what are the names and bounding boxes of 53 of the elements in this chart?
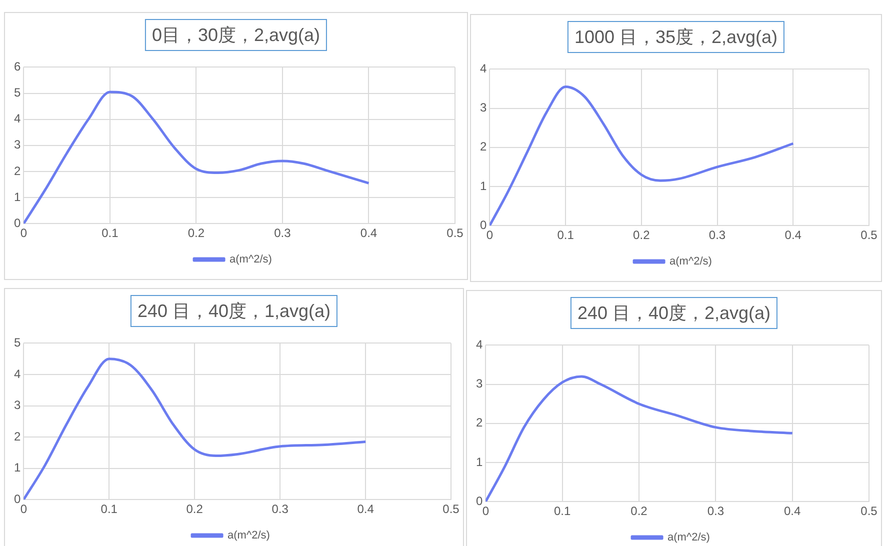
y-tick-label: 5 [14,336,21,350]
y-tick-label: 0 [14,216,21,230]
y-tick-label: 4 [14,366,21,381]
chart-title: 0目，30度，2,avg(a) [144,19,328,51]
y-tick-label: 2 [14,164,21,178]
y-tick-label: 5 [14,86,21,100]
chart-title: 1000 目，35度，2,avg(a) [567,21,785,53]
x-tick-label: 0.1 [102,226,119,240]
x-tick-label: 0.1 [100,502,118,516]
y-tick-label: 2 [14,429,21,444]
y-tick-label: 4 [480,62,487,76]
legend-label: a(m^2/s) [230,254,272,266]
y-tick-label: 2 [476,416,483,430]
y-tick-label: 3 [14,398,21,412]
x-tick-label: 0.2 [188,226,205,240]
x-tick-label: 0.1 [557,228,574,242]
line-series [486,375,794,502]
y-tick-label: 1 [480,178,487,193]
x-tick-label: 0.2 [630,504,648,518]
x-tick-label: 0.4 [357,502,374,516]
y-tick-label: 6 [14,60,21,74]
line-series [490,86,794,226]
x-tick-label: 0.4 [360,226,378,240]
line-series [24,90,370,224]
x-tick-label: 0.5 [442,502,460,516]
y-tick-label: 4 [476,338,483,352]
x-tick-label: 0.2 [186,502,204,516]
chart-title: 240 目，40度，1,avg(a) [130,295,338,327]
x-tick-label: 0.3 [708,228,726,242]
x-tick-label: 0.3 [707,504,724,518]
y-tick-label: 1 [476,454,483,469]
x-tick-label: 0.2 [633,228,650,242]
y-tick-label: 4 [14,112,21,126]
legend-label: a(m^2/s) [228,530,270,542]
x-tick-label: 0.3 [274,226,292,240]
y-tick-label: 3 [480,100,487,115]
x-tick-label: 0.5 [860,504,878,518]
x-tick-label: 0.5 [446,226,464,240]
x-tick-label: 0.1 [554,504,572,518]
y-tick-label: 3 [476,376,483,391]
legend-label: a(m^2/s) [670,256,712,268]
y-tick-label: 1 [14,460,21,475]
y-tick-label: 3 [14,138,21,152]
y-tick-label: 0 [14,492,21,506]
x-tick-label: 0.4 [784,504,801,518]
y-tick-label: 2 [480,140,487,154]
y-tick-label: 1 [14,190,21,204]
x-tick-label: 0.4 [784,228,802,242]
x-tick-label: 0.5 [860,228,878,242]
line-series [24,358,367,500]
chart-title: 240 目，40度，2,avg(a) [570,297,778,329]
legend-label: a(m^2/s) [668,532,710,544]
x-tick-label: 0.3 [272,502,289,516]
